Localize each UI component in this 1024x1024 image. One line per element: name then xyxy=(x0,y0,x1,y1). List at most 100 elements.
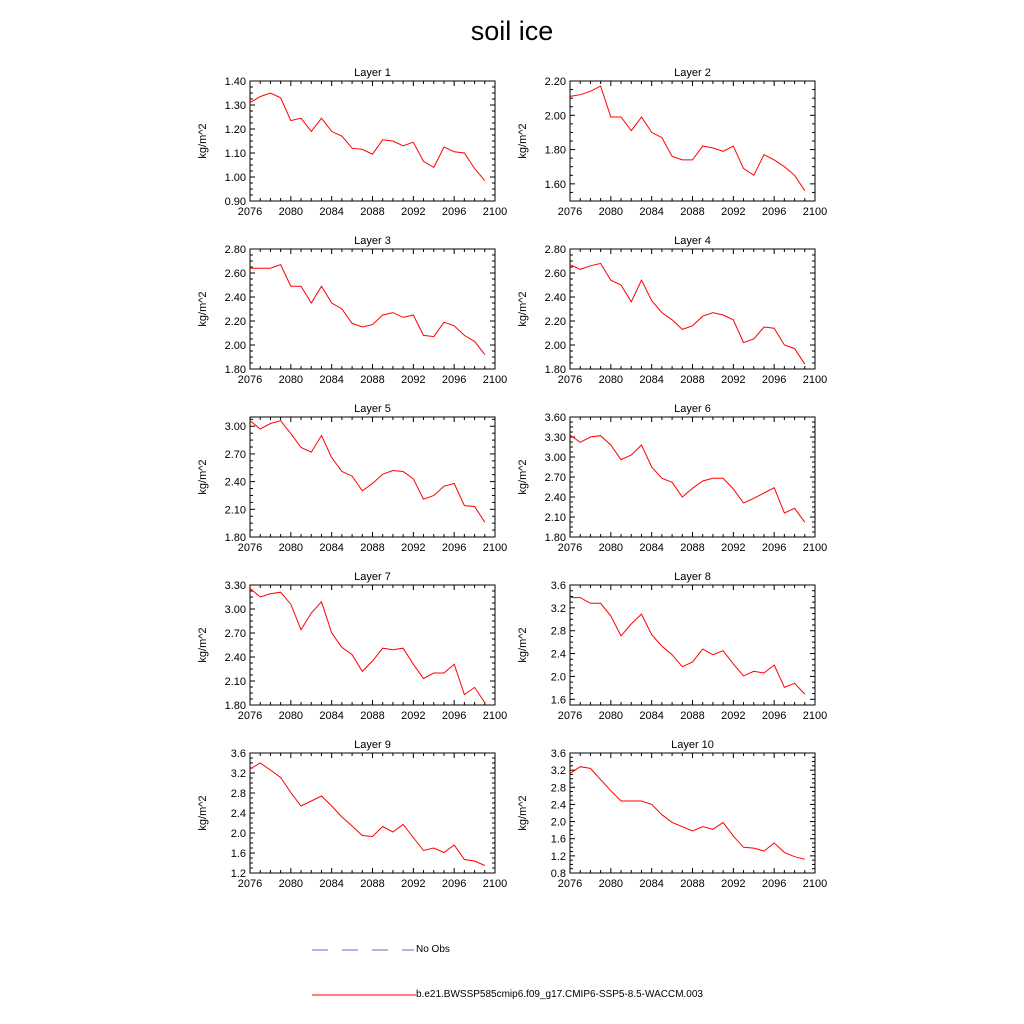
y-tick-label: 3.30 xyxy=(545,432,566,444)
x-tick-label: 2100 xyxy=(483,206,507,218)
x-tick-label: 2084 xyxy=(319,878,343,890)
y-tick-label: 2.60 xyxy=(225,268,246,280)
y-tick-label: 1.80 xyxy=(225,364,246,376)
y-tick-label: 2.4 xyxy=(551,649,566,661)
x-tick-label: 2092 xyxy=(401,542,425,554)
y-tick-label: 2.80 xyxy=(225,244,246,256)
x-tick-label: 2076 xyxy=(238,878,262,890)
x-tick-label: 2088 xyxy=(360,374,384,386)
y-tick-label: 2.40 xyxy=(225,477,246,489)
x-tick-label: 2100 xyxy=(803,374,827,386)
x-tick-label: 2092 xyxy=(401,374,425,386)
y-tick-label: 2.20 xyxy=(545,316,566,328)
y-tick-label: 2.40 xyxy=(545,492,566,504)
x-tick-label: 2080 xyxy=(279,374,303,386)
panel-title: Layer 9 xyxy=(354,739,391,751)
y-tick-label: 1.6 xyxy=(551,834,566,846)
y-axis-label: kg/m^2 xyxy=(197,291,209,326)
x-tick-label: 2100 xyxy=(803,542,827,554)
y-tick-label: 3.00 xyxy=(225,604,246,616)
y-tick-label: 1.80 xyxy=(545,364,566,376)
y-axis-label: kg/m^2 xyxy=(517,459,529,494)
plot-frame xyxy=(569,416,816,538)
x-tick-label: 2076 xyxy=(238,374,262,386)
x-tick-label: 2100 xyxy=(483,374,507,386)
y-axis-label: kg/m^2 xyxy=(517,795,529,830)
x-tick-label: 2092 xyxy=(721,374,745,386)
y-tick-label: 2.70 xyxy=(545,472,566,484)
x-tick-label: 2088 xyxy=(360,542,384,554)
x-tick-label: 2100 xyxy=(803,878,827,890)
x-tick-label: 2076 xyxy=(558,542,582,554)
y-tick-label: 1.30 xyxy=(225,100,246,112)
plot-frame xyxy=(249,80,496,202)
x-tick-label: 2092 xyxy=(401,206,425,218)
panel-title: Layer 3 xyxy=(354,235,391,247)
x-tick-label: 2084 xyxy=(639,878,663,890)
x-tick-label: 2092 xyxy=(721,542,745,554)
plot-frame xyxy=(569,248,816,370)
panel-title: Layer 8 xyxy=(674,571,711,583)
page-title: soil ice xyxy=(470,16,554,46)
y-tick-label: 1.80 xyxy=(225,700,246,712)
x-tick-label: 2088 xyxy=(680,710,704,722)
x-tick-label: 2100 xyxy=(803,710,827,722)
panel-layer-1: Layer 1 kg/m^2 2076 2080 2084 2088 2092 2096 210… xyxy=(197,67,507,218)
x-tick-label: 2076 xyxy=(238,206,262,218)
x-tick-label: 2080 xyxy=(599,206,623,218)
y-tick-label: 1.6 xyxy=(231,848,246,860)
x-tick-label: 2076 xyxy=(238,710,262,722)
y-tick-label: 2.00 xyxy=(225,340,246,352)
x-tick-label: 2096 xyxy=(442,374,466,386)
series-line xyxy=(249,587,486,703)
plot-frame xyxy=(249,752,496,874)
x-tick-label: 2076 xyxy=(558,878,582,890)
y-tick-label: 2.70 xyxy=(225,449,246,461)
x-tick-label: 2084 xyxy=(319,374,343,386)
y-tick-label: 2.8 xyxy=(551,626,566,638)
panel-layer-4: Layer 4 kg/m^2 2076 2080 2084 2088 2092 2096 210… xyxy=(517,235,827,386)
y-axis-label: kg/m^2 xyxy=(197,123,209,158)
series-line xyxy=(569,85,806,191)
y-tick-label: 0.8 xyxy=(551,868,566,880)
y-tick-label: 2.40 xyxy=(225,292,246,304)
y-tick-label: 2.20 xyxy=(225,316,246,328)
plot-frame xyxy=(249,248,496,370)
x-tick-label: 2088 xyxy=(680,542,704,554)
x-tick-label: 2084 xyxy=(319,710,343,722)
y-tick-label: 1.2 xyxy=(551,851,566,863)
x-tick-label: 2076 xyxy=(558,374,582,386)
x-tick-label: 2084 xyxy=(639,206,663,218)
x-tick-label: 2080 xyxy=(599,710,623,722)
y-tick-label: 3.6 xyxy=(551,748,566,760)
x-tick-label: 2092 xyxy=(721,710,745,722)
plot-frame xyxy=(569,584,816,706)
panel-layer-9: Layer 9 kg/m^2 2076 2080 2084 2088 2092 2096 210… xyxy=(197,739,507,890)
series-line xyxy=(249,762,486,866)
y-tick-label: 2.00 xyxy=(545,110,566,122)
x-tick-label: 2080 xyxy=(599,878,623,890)
panel-title: Layer 7 xyxy=(354,571,391,583)
legend-model-label: b.e21.BWSSP585cmip6.f09_g17.CMIP6-SSP5-8… xyxy=(416,989,703,1000)
y-tick-label: 2.70 xyxy=(225,628,246,640)
y-axis-label: kg/m^2 xyxy=(197,627,209,662)
panel-layer-5: Layer 5 kg/m^2 2076 2080 2084 2088 2092 2096 210… xyxy=(197,403,507,554)
panel-title: Layer 1 xyxy=(354,67,391,79)
y-tick-label: 2.8 xyxy=(551,782,566,794)
y-axis-label: kg/m^2 xyxy=(517,291,529,326)
y-tick-label: 1.6 xyxy=(551,694,566,706)
y-tick-label: 2.20 xyxy=(545,76,566,88)
y-tick-label: 3.6 xyxy=(551,580,566,592)
x-tick-label: 2080 xyxy=(279,542,303,554)
x-tick-label: 2096 xyxy=(442,710,466,722)
panel-layer-6: Layer 6 kg/m^2 2076 2080 2084 2088 2092 2096 210… xyxy=(517,403,827,554)
panel-title: Layer 10 xyxy=(671,739,714,751)
x-tick-label: 2100 xyxy=(483,542,507,554)
x-tick-label: 2084 xyxy=(639,710,663,722)
y-tick-label: 3.6 xyxy=(231,748,246,760)
y-axis-label: kg/m^2 xyxy=(197,459,209,494)
y-tick-label: 2.40 xyxy=(225,652,246,664)
x-tick-label: 2076 xyxy=(558,206,582,218)
x-tick-label: 2092 xyxy=(401,878,425,890)
x-tick-label: 2092 xyxy=(721,206,745,218)
